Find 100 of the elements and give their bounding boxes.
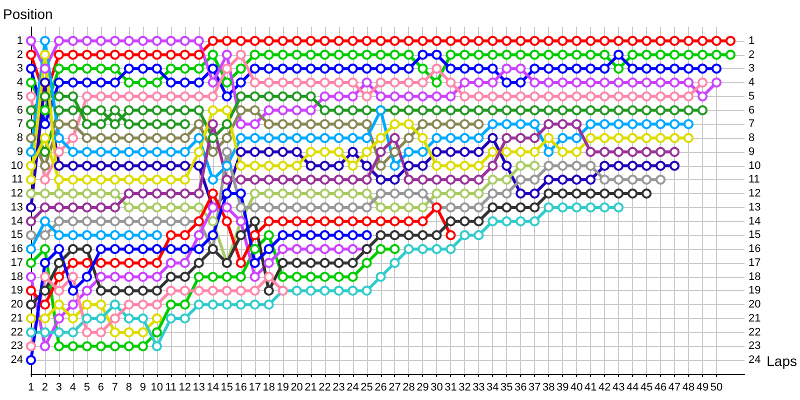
- point: [138, 272, 148, 282]
- point: [320, 78, 330, 88]
- point: [712, 50, 722, 60]
- point: [698, 50, 708, 60]
- point: [516, 119, 526, 130]
- point: [152, 119, 162, 130]
- point: [68, 133, 78, 144]
- point: [222, 36, 232, 46]
- point: [670, 160, 680, 171]
- point: [26, 174, 36, 185]
- point: [138, 230, 148, 240]
- point: [432, 230, 442, 240]
- point: [460, 216, 470, 226]
- point: [166, 105, 176, 116]
- point: [208, 133, 218, 144]
- point: [334, 146, 344, 157]
- point: [600, 78, 610, 88]
- point: [474, 78, 484, 88]
- point: [208, 78, 218, 88]
- point: [334, 78, 344, 88]
- point: [656, 78, 666, 88]
- point: [362, 188, 372, 199]
- point: [124, 286, 134, 296]
- point: [54, 78, 64, 88]
- point: [250, 50, 260, 60]
- point: [614, 146, 624, 157]
- point: [208, 272, 218, 282]
- y2-tick-label: 2: [748, 48, 755, 61]
- point: [138, 105, 148, 116]
- point: [180, 50, 190, 60]
- point: [516, 91, 526, 102]
- point: [404, 160, 414, 171]
- point: [446, 36, 456, 46]
- point: [26, 202, 36, 212]
- point: [236, 272, 246, 282]
- point: [684, 91, 694, 102]
- point: [82, 258, 92, 268]
- y2-tick-label: 8: [748, 132, 755, 144]
- y2-tick-label: 15: [748, 229, 761, 242]
- point: [362, 202, 372, 212]
- point: [684, 64, 694, 74]
- point: [348, 286, 358, 296]
- point: [404, 119, 414, 130]
- point: [40, 300, 50, 310]
- y2-tick-label: 3: [748, 62, 755, 75]
- point: [614, 36, 624, 46]
- point: [124, 133, 134, 144]
- point: [404, 91, 414, 102]
- point: [278, 146, 288, 157]
- point: [530, 188, 540, 199]
- point: [250, 78, 260, 88]
- y-tick-label: 19: [10, 284, 23, 297]
- x-tick-label: 6: [98, 382, 104, 394]
- y2-tick-label: 17: [748, 256, 761, 269]
- point: [236, 258, 246, 268]
- point: [600, 119, 610, 130]
- point: [166, 272, 176, 282]
- point: [586, 160, 596, 171]
- point: [292, 230, 302, 240]
- point: [222, 160, 232, 171]
- point: [670, 78, 680, 88]
- point: [376, 91, 386, 102]
- point: [110, 286, 120, 296]
- point: [110, 36, 120, 46]
- point: [516, 78, 526, 88]
- point: [614, 91, 624, 102]
- point: [558, 105, 568, 116]
- point: [432, 105, 442, 116]
- point: [292, 188, 302, 199]
- point: [516, 160, 526, 171]
- point: [362, 146, 372, 157]
- point: [684, 105, 694, 116]
- point: [180, 230, 190, 240]
- point: [40, 174, 50, 185]
- point: [320, 160, 330, 171]
- point: [544, 160, 554, 171]
- point: [110, 216, 120, 226]
- point: [278, 119, 288, 130]
- point: [404, 174, 414, 185]
- point: [362, 133, 372, 144]
- point: [348, 91, 358, 102]
- point: [320, 216, 330, 226]
- point: [292, 202, 302, 212]
- point: [138, 244, 148, 254]
- point: [222, 146, 232, 157]
- point: [614, 133, 624, 144]
- point: [712, 64, 722, 74]
- point: [460, 36, 470, 46]
- point: [530, 64, 540, 74]
- x-tick-label: 2: [42, 382, 48, 394]
- point: [292, 105, 302, 116]
- point: [40, 36, 50, 46]
- point: [586, 78, 596, 88]
- point: [26, 230, 36, 240]
- point: [68, 105, 78, 116]
- x-tick-label: 45: [640, 382, 653, 394]
- point: [460, 202, 470, 212]
- y2-tick-label: 12: [748, 188, 761, 200]
- point: [264, 50, 274, 60]
- point: [558, 78, 568, 88]
